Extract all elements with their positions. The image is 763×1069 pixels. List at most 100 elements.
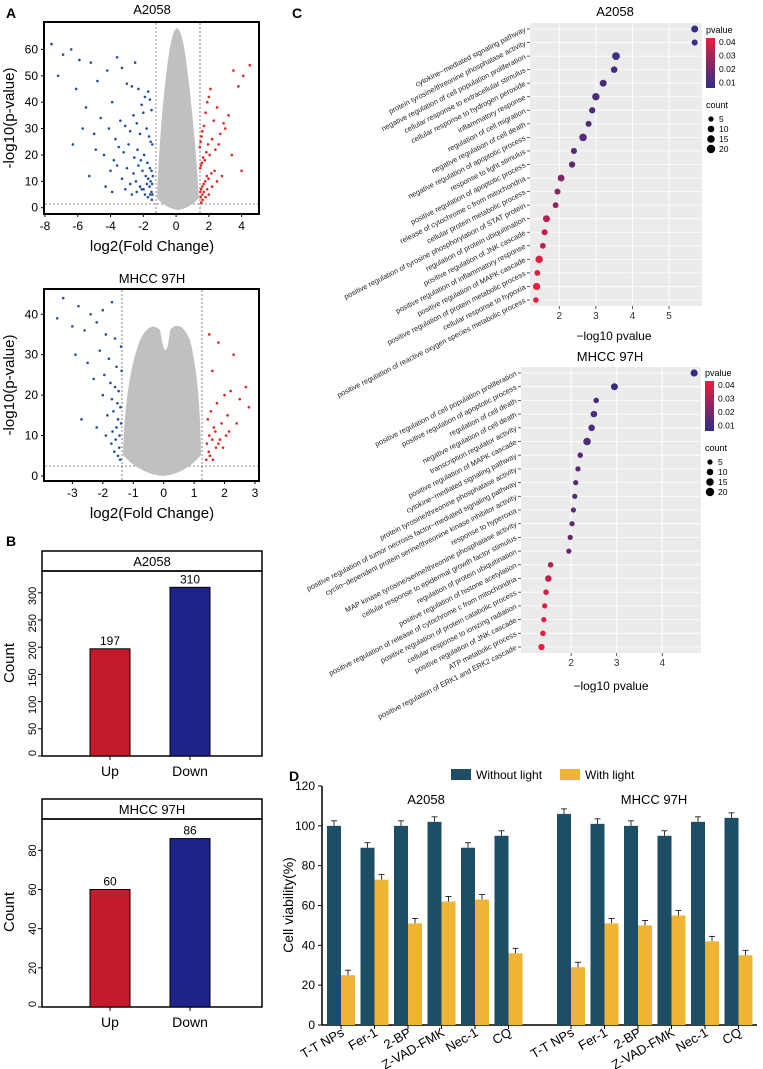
viability-bar-with-light (341, 975, 355, 1025)
volcano-mhcc-point-up (247, 405, 251, 409)
go-a2058-legend-pvalue-title: pvalue (706, 25, 733, 35)
viability-bar-with-light (508, 953, 523, 1025)
volcano-a2058-point-up (202, 124, 206, 128)
volcano-a2058-point-down (125, 166, 129, 170)
volcano-a2058-point-down (146, 177, 150, 180)
volcano-a2058-frame (43, 21, 260, 215)
go-mhcc-xticks: 2 3 4 (568, 653, 665, 669)
volcano-mhcc-point-down (61, 296, 65, 300)
volcano-a2058-ytick-label: 40 (25, 95, 39, 109)
volcano-a2058-point-up (205, 187, 209, 191)
volcano-a2058-point-down (140, 103, 143, 107)
volcano-a2058-point-down (115, 56, 119, 59)
volcano-a2058-ytick-label: 30 (25, 122, 39, 136)
volcano-a2058-point-up (207, 193, 211, 196)
bar-a2058-xticks: Up Down (101, 756, 208, 779)
go-a2058-legend-count-label: 5 (719, 114, 724, 124)
volcano-mhcc-point-up (209, 409, 213, 413)
volcano-mhcc-point-down (110, 397, 114, 401)
go-a2058-legend-count-label: 20 (719, 144, 729, 154)
volcano-a2058-point-down (134, 180, 138, 183)
volcano-a2058-point-up (200, 193, 204, 196)
bar-mhcc-bar-down (169, 838, 211, 1008)
viability-bar-with-light (638, 925, 652, 1025)
bar-a2058-ytick-label: 300 (27, 587, 39, 605)
volcano-a2058-point-down (112, 158, 116, 162)
volcano-mhcc-point-down (74, 353, 77, 356)
go-a2058-dot (552, 202, 559, 209)
legend-label-without-light: Without light (476, 768, 543, 782)
volcano-a2058-point-up (223, 127, 227, 130)
viability-bar-without-light (360, 847, 375, 1025)
go-mhcc-dot (566, 548, 572, 554)
bar-a2058-xtick-label: Down (172, 763, 208, 779)
volcano-a2058-point-down (125, 82, 129, 85)
volcano-a2058-yticks: 0 10 20 30 40 50 60 (25, 42, 45, 215)
go-mhcc-dot (547, 562, 554, 568)
volcano-a2058-point-down (143, 193, 147, 196)
volcano-a2058-point-up (219, 132, 222, 136)
volcano-mhcc-point-up (215, 401, 219, 405)
volcano-mhcc-point-down (118, 434, 121, 437)
volcano-a2058-ytick-label: 50 (25, 69, 39, 83)
volcano-mhcc-ylabel: -log10(p-value) (1, 335, 18, 436)
bar-a2058-bar-up (89, 648, 131, 757)
viability-bar-with-light (671, 915, 686, 1025)
volcano-mhcc-point-down (83, 329, 86, 332)
volcano-a2058-point-down (71, 143, 75, 146)
go-a2058-title: A2058 (596, 4, 634, 19)
volcano-mhcc-xtick-label: 2 (221, 486, 228, 500)
go-mhcc-xtick-label: 3 (614, 658, 620, 669)
volcano-mhcc-point-up (217, 442, 220, 445)
volcano-mhcc: MHCC 97H -3 -2 -1 0 1 2 3 0 10 20 30 40 log2(Fold … (1, 271, 260, 522)
panel-label-d: D (289, 768, 299, 784)
volcano-a2058-point-up (210, 137, 214, 141)
legend-swatch-without-light (451, 769, 471, 780)
go-mhcc-legend-count-dot (705, 487, 715, 497)
volcano-a2058-point-down (94, 148, 98, 151)
volcano-mhcc-point-down (117, 389, 120, 393)
volcano-mhcc-point-up (211, 438, 214, 441)
volcano-a2058-point-up (200, 185, 204, 188)
go-a2058-xlabel: −log10 pvalue (576, 329, 651, 343)
volcano-mhcc-point-down (104, 434, 108, 437)
volcano-a2058: A2058 -8 -6 -4 -2 0 2 4 0 10 20 30 40 50 60 log2(Fol… (1, 2, 260, 255)
volcano-a2058-point-down (143, 95, 147, 99)
go-a2058-legend-pvalue-tick: 0.02 (719, 64, 736, 74)
volcano-a2058-point-down (81, 127, 84, 130)
volcano-a2058-point-down (135, 190, 139, 194)
go-a2058-xticks: 2 3 4 5 (556, 306, 672, 322)
volcano-mhcc-point-up (238, 397, 242, 401)
volcano-a2058-title: A2058 (133, 2, 171, 17)
volcano-a2058-point-down (138, 185, 142, 188)
go-a2058-dot (691, 25, 699, 33)
volcano-a2058-point-down (87, 174, 91, 178)
bar-a2058-ytick-label: 200 (27, 641, 39, 659)
volcano-a2058-xtick-label: -2 (138, 219, 149, 233)
volcano-a2058-point-up (198, 166, 202, 170)
bar-mhcc-ytick-label: 80 (27, 844, 39, 856)
go-a2058-dot (592, 93, 600, 101)
viability-group-title-a2058: A2058 (407, 792, 445, 807)
volcano-a2058-point-down (147, 135, 151, 138)
volcano-a2058-points (50, 42, 252, 204)
bar-mhcc-ytick-label: 20 (27, 962, 39, 974)
go-a2058-dot (557, 174, 565, 182)
volcano-a2058-point-up (248, 63, 252, 67)
volcano-a2058-point-down (107, 127, 111, 130)
go-a2058-legend-count-dot (707, 135, 715, 143)
volcano-a2058-point-up (212, 119, 216, 122)
bar-mhcc-ytick-label: 60 (27, 884, 39, 896)
volcano-a2058-point-up (199, 140, 202, 144)
volcano-a2058-point-up (215, 106, 219, 109)
volcano-a2058-xtick-label: 2 (206, 219, 213, 233)
volcano-mhcc-frame (43, 288, 260, 482)
volcano-mhcc-point-up (232, 353, 235, 356)
bar-mhcc-ytick-label: 40 (27, 923, 39, 935)
go-mhcc-legend-count-dot (706, 478, 714, 486)
volcano-mhcc-points (55, 296, 251, 462)
volcano-mhcc-ytick-label: 30 (25, 348, 39, 362)
bar-mhcc: MHCC 97H 60 86 0 20 40 60 80 Up Down Count (1, 798, 263, 1030)
viability-bar-with-light (475, 899, 489, 1025)
